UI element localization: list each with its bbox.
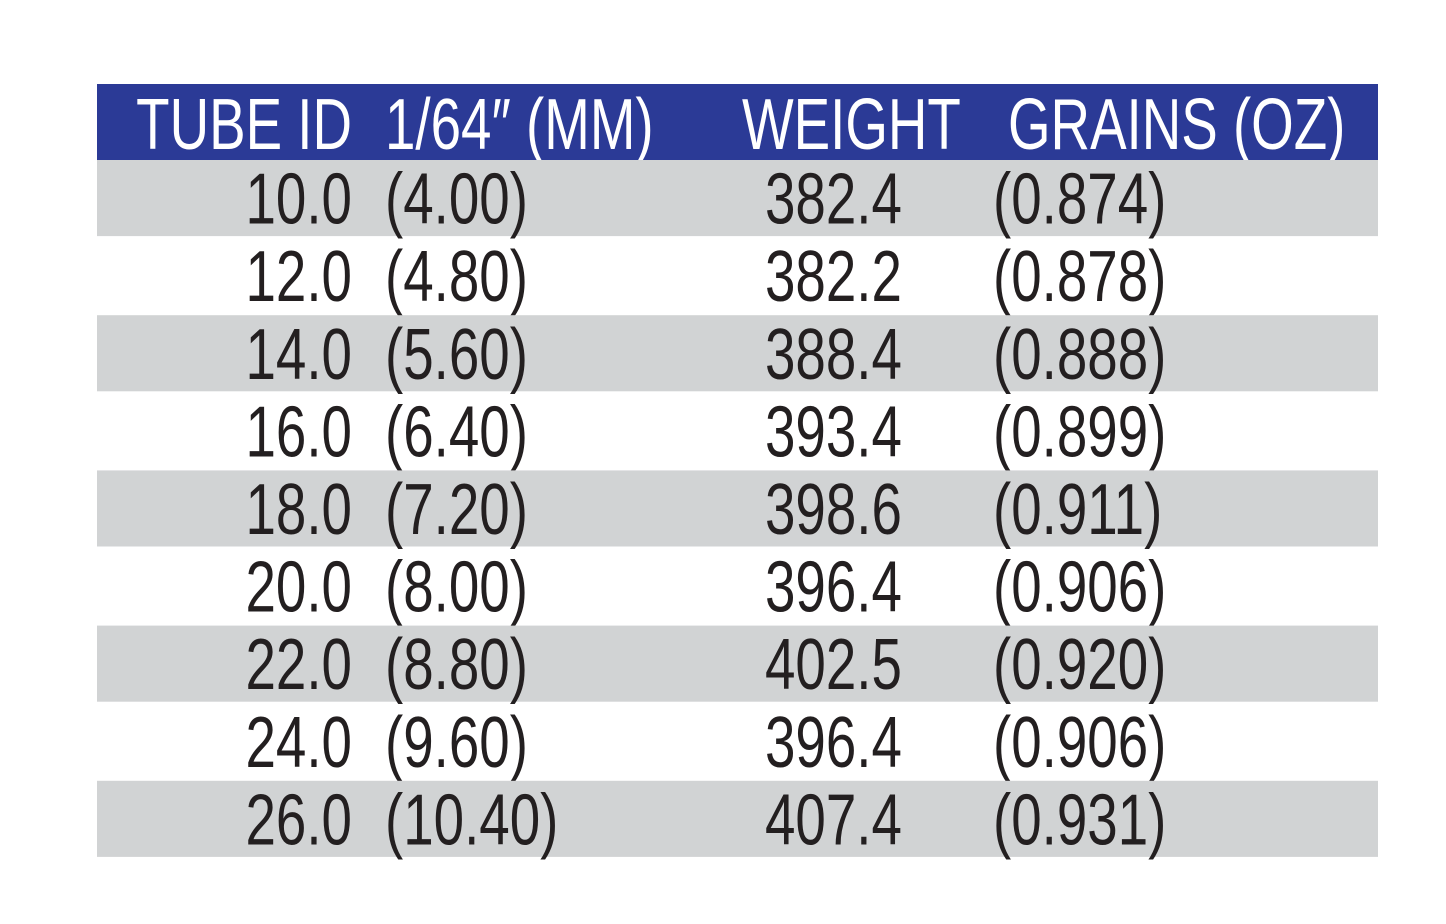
table-cell: (0.888) [993, 313, 1166, 394]
table-cell: 18.0 [246, 469, 352, 550]
header-cell: TUBE ID [136, 83, 352, 164]
row-band [97, 625, 1378, 702]
header-cell: 1/64″ (MM) [385, 83, 654, 164]
row-band [97, 780, 1378, 857]
table-cell: 14.0 [246, 313, 352, 394]
table-cell: (6.40) [385, 391, 528, 472]
table-cell: 398.6 [765, 469, 902, 550]
table-cell: 382.2 [765, 236, 902, 317]
table-cell: (0.920) [993, 624, 1166, 705]
table-cell: (8.80) [385, 624, 528, 705]
table-cell: 396.4 [765, 546, 902, 627]
table-cell: (0.906) [993, 701, 1166, 782]
row-band [97, 160, 1378, 237]
header-cell: GRAINS (OZ) [1008, 83, 1345, 164]
table-cell: (0.899) [993, 391, 1166, 472]
table-cell: (0.911) [993, 469, 1162, 550]
table-cell: 20.0 [246, 546, 352, 627]
row-band [97, 470, 1378, 547]
table-cell: 24.0 [246, 701, 352, 782]
table-cell: 12.0 [246, 236, 352, 317]
table-cell: (8.00) [385, 546, 528, 627]
table-cell: (4.00) [385, 158, 528, 239]
table-cell: (7.20) [385, 469, 528, 550]
table-cell: 382.4 [765, 158, 902, 239]
table-cell: (10.40) [385, 779, 558, 860]
header-cell: WEIGHT [742, 83, 961, 164]
row-band [97, 315, 1378, 392]
table-cell: 396.4 [765, 701, 902, 782]
table-cell: 393.4 [765, 391, 902, 472]
table-cell: 16.0 [246, 391, 352, 472]
table-cell: (0.906) [993, 546, 1166, 627]
table-cell: 26.0 [246, 779, 352, 860]
table-cell: 388.4 [765, 313, 902, 394]
table-cell: (0.874) [993, 158, 1166, 239]
table-cell: 22.0 [246, 624, 352, 705]
table-cell: 402.5 [765, 624, 902, 705]
table-cell: (0.878) [993, 236, 1166, 317]
header-band [97, 84, 1378, 160]
table-cell: (9.60) [385, 701, 528, 782]
table-cell: (0.931) [993, 779, 1166, 860]
table-cell: 407.4 [765, 779, 902, 860]
table-cell: (5.60) [385, 313, 528, 394]
table-cell: 10.0 [246, 158, 352, 239]
table-cell: (4.80) [385, 236, 528, 317]
